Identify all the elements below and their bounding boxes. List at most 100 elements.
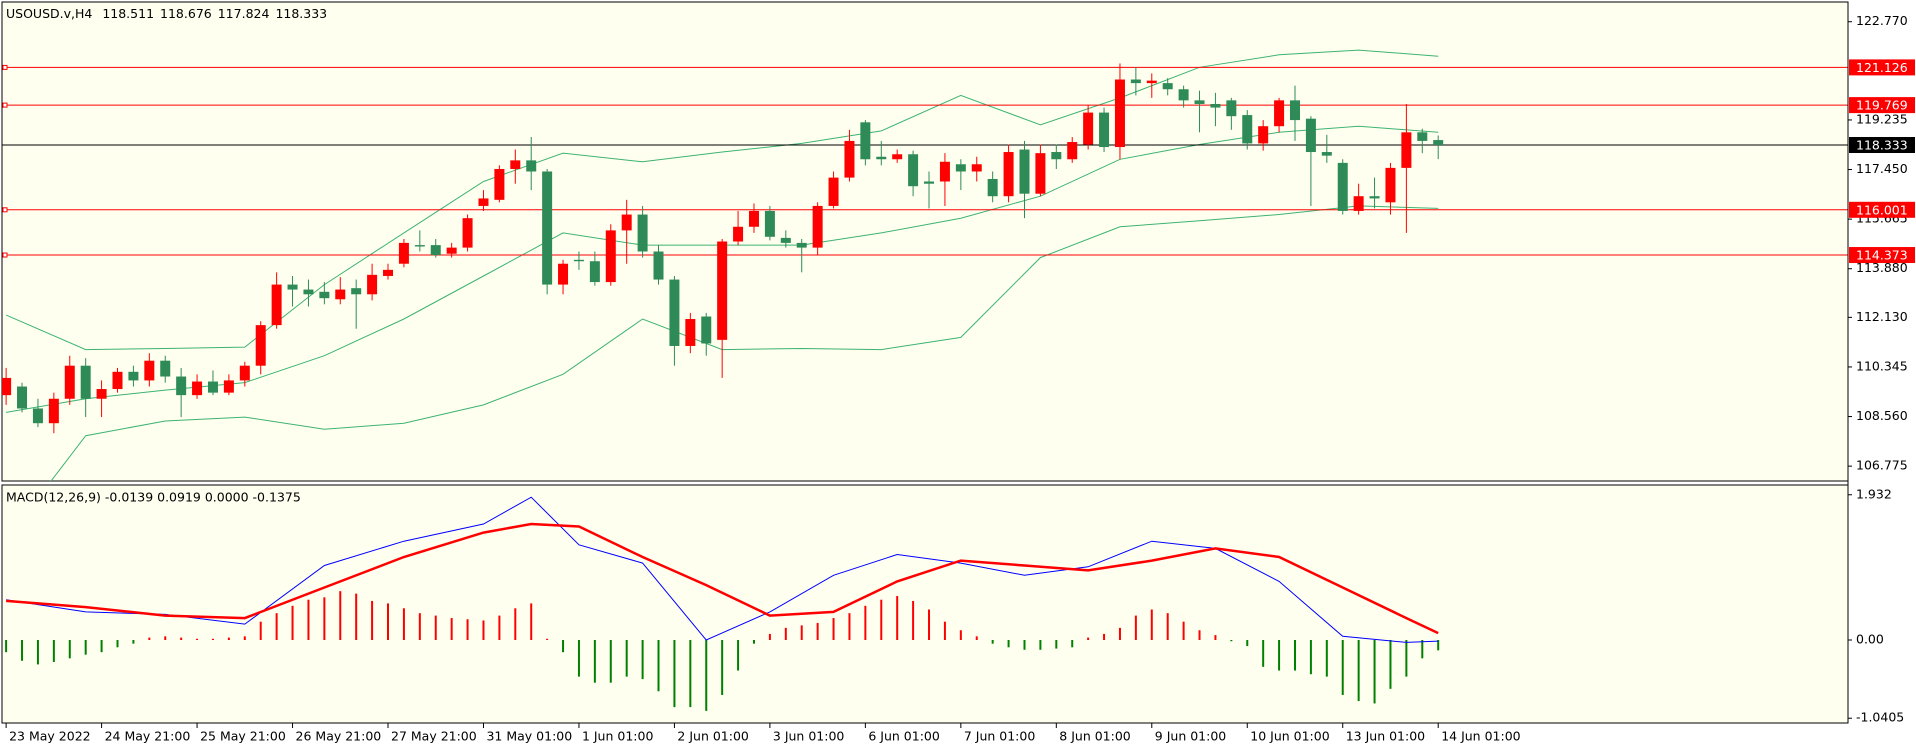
candle-body — [828, 177, 839, 206]
candle-body — [335, 289, 346, 300]
candle-body — [526, 160, 537, 172]
level-handle — [2, 102, 8, 108]
current-price-label: 118.333 — [1856, 138, 1908, 153]
y-tick-label: 117.450 — [1856, 161, 1908, 176]
candle-body — [351, 288, 362, 295]
x-tick-label: 14 Jun 01:00 — [1441, 729, 1520, 744]
candle-body — [144, 360, 155, 381]
candle-body — [1035, 153, 1046, 194]
candle-body — [223, 380, 234, 393]
candle-body — [1099, 112, 1110, 148]
candle-body — [589, 261, 600, 283]
x-tick-label: 31 May 01:00 — [486, 729, 572, 744]
candle-body — [796, 242, 807, 248]
y-tick-label: 119.235 — [1856, 111, 1908, 126]
candle-body — [32, 408, 43, 424]
candle-body — [1210, 103, 1221, 108]
x-tick-label: 6 Jun 01:00 — [868, 729, 940, 744]
y-tick-label: 112.130 — [1856, 309, 1908, 324]
signal-line — [6, 522, 1439, 635]
x-tick-label: 13 Jun 01:00 — [1346, 729, 1425, 744]
candle-body — [478, 198, 489, 206]
y-tick-label: 108.560 — [1856, 408, 1908, 423]
candle-body — [542, 171, 553, 285]
candle-body — [383, 269, 394, 276]
x-tick-label: 8 Jun 01:00 — [1059, 729, 1131, 744]
candle-body — [239, 365, 250, 381]
candle-body — [1051, 152, 1062, 160]
candle-body — [717, 241, 728, 340]
candle-body — [812, 205, 823, 248]
close-readout: 118.333 — [275, 6, 327, 21]
x-tick-label: 26 May 21:00 — [296, 729, 382, 744]
candle-body — [987, 178, 998, 197]
candle-body — [176, 376, 187, 396]
candle-body — [669, 279, 680, 346]
candle-body — [1178, 89, 1189, 101]
candle-body — [367, 274, 378, 295]
candle-body — [1337, 162, 1348, 211]
candle-body — [955, 164, 966, 172]
candle-body — [1401, 132, 1412, 168]
x-tick-label: 27 May 21:00 — [391, 729, 477, 744]
candle-body — [462, 218, 473, 248]
macd-y-tick-label: -1.0405 — [1856, 710, 1904, 725]
candle-body — [764, 210, 775, 237]
candle-body — [780, 237, 791, 243]
x-tick-label: 2 Jun 01:00 — [677, 729, 749, 744]
candle-body — [1353, 196, 1364, 211]
candle-body — [112, 371, 123, 390]
candle-body — [1321, 152, 1332, 156]
price-panel — [1, 1, 1849, 482]
x-tick-label: 9 Jun 01:00 — [1155, 729, 1227, 744]
candle-body — [1226, 100, 1237, 117]
high-readout: 118.676 — [160, 6, 212, 21]
level-label-box — [1849, 201, 1915, 218]
symbol: USOUSD.v,H4 — [6, 6, 92, 21]
macd-y-tick-label: 0.00 — [1856, 632, 1884, 647]
candle-body — [319, 291, 330, 299]
y-tick-label: 106.775 — [1856, 458, 1908, 473]
candle-body — [17, 386, 28, 409]
x-tick-label: 7 Jun 01:00 — [964, 729, 1036, 744]
level-label-box — [1849, 97, 1915, 114]
candle-body — [430, 245, 441, 256]
candle-body — [1162, 83, 1173, 90]
current-price-box — [1849, 137, 1915, 154]
candle-body — [510, 160, 521, 169]
candle-body — [605, 230, 616, 283]
candle-body — [2, 377, 12, 396]
level-label: 114.373 — [1856, 248, 1908, 263]
candle-body — [1385, 167, 1396, 203]
candle-body — [860, 122, 871, 160]
candle-body — [1258, 126, 1269, 144]
macd-y-tick-label: 1.932 — [1856, 486, 1892, 501]
candle-body — [80, 365, 91, 399]
price-plot — [2, 49, 1848, 481]
candle-body — [414, 245, 425, 247]
candle-body — [1194, 100, 1205, 104]
candle-body — [1289, 100, 1300, 121]
candle-body — [255, 325, 266, 366]
y-tick-label: 122.770 — [1856, 13, 1908, 28]
candle-body — [271, 284, 282, 326]
candle-body — [64, 365, 75, 399]
candle-body — [1114, 79, 1125, 148]
candle-body — [939, 161, 950, 182]
level-label-box — [1849, 59, 1915, 76]
candle-body — [685, 319, 696, 346]
candle-body — [160, 360, 171, 377]
x-tick-label: 1 Jun 01:00 — [582, 729, 654, 744]
candle-body — [844, 140, 855, 178]
y-tick-label: 110.345 — [1856, 358, 1908, 373]
candle-body — [701, 316, 712, 344]
macd-panel — [1, 484, 1849, 724]
level-label: 116.001 — [1856, 202, 1908, 217]
candle-body — [1417, 132, 1428, 141]
candle-body — [1146, 80, 1157, 84]
candle-body — [892, 154, 903, 160]
candle-body — [303, 289, 314, 295]
candle-body — [1242, 115, 1253, 144]
